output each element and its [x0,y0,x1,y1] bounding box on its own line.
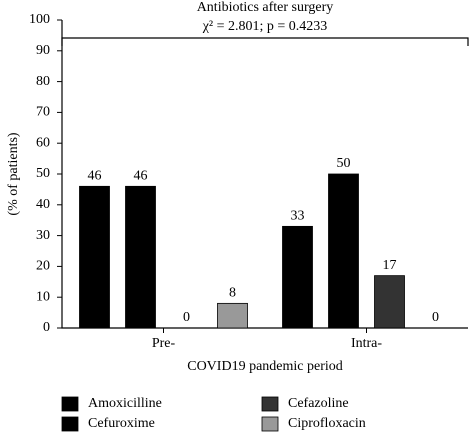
x-axis-label: COVID19 pandemic period [187,359,343,374]
data-label: 46 [134,169,148,184]
y-tick-label: 60 [36,135,50,150]
data-label: 0 [183,310,190,325]
data-label: 17 [383,258,397,273]
x-tick-label: Pre- [152,336,176,351]
legend-swatch [61,396,79,412]
chart-title: Antibiotics after surgery [197,0,334,15]
legend-label: Amoxicilline [88,396,162,411]
bracket [61,37,469,46]
y-tick-label: 40 [36,197,50,212]
y-tick-label: 10 [36,289,50,304]
annotation: χ² = 2.801; p = 0.4233 [202,19,328,34]
data-label: 33 [291,209,305,224]
data-label: 8 [229,286,236,301]
bar [374,275,405,329]
y-tick-label: 70 [36,105,50,120]
data-label: 0 [432,310,439,325]
legend-swatch [261,396,279,412]
y-tick-label: 30 [36,228,50,243]
x-tick-label: Intra- [351,336,382,351]
y-tick-label: 100 [29,12,50,27]
bar [79,185,110,329]
y-tick-label: 0 [43,320,50,335]
axes [61,20,468,329]
y-tick-label: 80 [36,74,50,89]
legend-swatch [61,416,79,432]
bar [282,225,313,329]
bar [125,185,156,329]
legend-label: Cefuroxime [88,416,155,431]
bar [328,173,359,329]
data-label: 46 [88,169,102,184]
y-tick-label: 90 [36,43,50,58]
y-tick-label: 20 [36,259,50,274]
legend-label: Cefazoline [288,396,349,411]
bar [217,302,248,329]
y-axis-label: (% of patients) [6,132,21,216]
data-label: 50 [337,156,351,171]
legend-swatch [261,416,279,432]
legend-label: Ciprofloxacin [288,416,366,431]
y-tick-label: 50 [36,166,50,181]
